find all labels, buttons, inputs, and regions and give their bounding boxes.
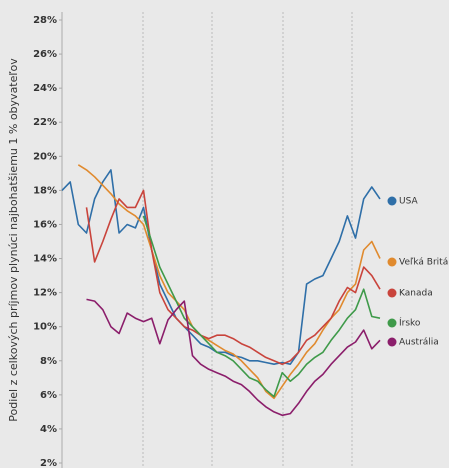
legend-swatch	[387, 257, 397, 267]
legend-swatch	[387, 337, 397, 347]
legend-label: Kanada	[399, 289, 433, 299]
y-tick-label: 20%	[33, 151, 57, 162]
legend-swatch	[387, 196, 397, 206]
y-tick-label: 16%	[33, 219, 57, 230]
y-tick-label: 28%	[33, 15, 57, 26]
legend-swatch	[387, 288, 397, 298]
y-tick-label: 14%	[33, 254, 57, 265]
series-line	[85, 189, 381, 365]
legend-label: USA	[399, 197, 418, 207]
y-tick-label: 2%	[40, 458, 57, 468]
y-tick-label: 8%	[40, 356, 57, 367]
y-tick-label: 18%	[33, 185, 57, 196]
legend-label: Írsko	[399, 317, 421, 329]
series-line	[61, 169, 381, 365]
legend-label: Veľká Británia	[399, 258, 449, 268]
y-tick-label: 22%	[33, 117, 57, 128]
series-line	[86, 298, 381, 417]
legend-swatch	[387, 318, 397, 328]
y-axis-label: Podiel z celkových príjmov plynúci najbo…	[7, 58, 20, 422]
y-tick-label: 24%	[33, 83, 57, 94]
y-tick-label: 26%	[33, 49, 57, 60]
y-tick-label: 6%	[40, 390, 57, 401]
y-tick-label: 12%	[33, 288, 57, 299]
series-line	[142, 215, 381, 398]
y-tick-label: 10%	[33, 322, 57, 333]
legend-label: Austrália	[399, 338, 439, 348]
y-tick-label: 4%	[40, 424, 57, 435]
